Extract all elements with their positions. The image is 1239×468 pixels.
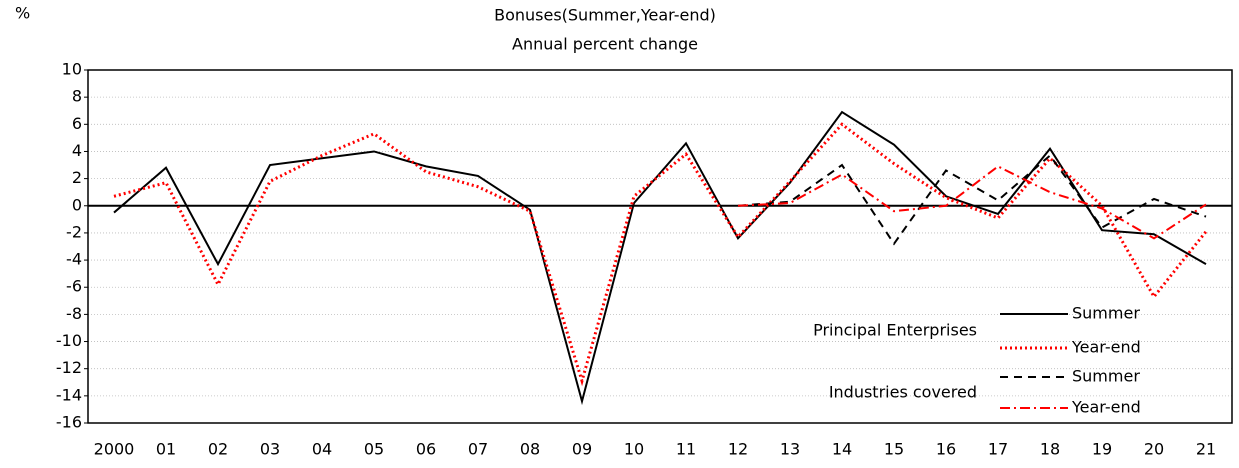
x-tick-label: 2000 (94, 440, 135, 459)
y-tick-label: 0 (72, 195, 82, 214)
legend-label: Year-end (1071, 398, 1141, 417)
y-tick-label: 10 (62, 60, 82, 79)
x-tick-label: 20 (1144, 440, 1164, 459)
x-tick-label: 19 (1092, 440, 1112, 459)
y-tick-label: 2 (72, 168, 82, 187)
y-tick-label: -4 (66, 250, 82, 269)
legend-label: Year-end (1071, 338, 1141, 357)
legend-label: Summer (1072, 304, 1140, 323)
y-tick-label: -14 (56, 385, 82, 404)
x-tick-label: 13 (780, 440, 800, 459)
y-tick-label: 6 (72, 114, 82, 133)
x-tick-label: 07 (468, 440, 488, 459)
x-tick-label: 06 (416, 440, 436, 459)
legend-group-label: Industries covered (829, 383, 977, 402)
y-tick-label: -12 (56, 358, 82, 377)
y-tick-label: -10 (56, 331, 82, 350)
x-tick-label: 03 (260, 440, 280, 459)
y-tick-label: -6 (66, 277, 82, 296)
series-line (113, 110, 1207, 406)
y-tick-label: -8 (66, 304, 82, 323)
x-tick-label: 21 (1196, 440, 1216, 459)
chart-title: Bonuses(Summer,Year-end) (494, 6, 716, 25)
chart-subtitle: Annual percent change (512, 35, 698, 54)
x-tick-label: 16 (936, 440, 956, 459)
x-tick-label: 01 (156, 440, 176, 459)
x-tick-label: 10 (624, 440, 644, 459)
x-tick-label: 12 (728, 440, 748, 459)
y-tick-label: 4 (72, 141, 82, 160)
x-tick-label: 02 (208, 440, 228, 459)
series-line (737, 165, 1207, 240)
y-tick-label: -2 (66, 222, 82, 241)
series-line (113, 122, 1208, 387)
x-tick-label: 04 (312, 440, 332, 459)
plot-frame (87, 69, 1233, 424)
x-tick-label: 11 (676, 440, 696, 459)
series-line (737, 154, 1207, 246)
y-tick-label: 8 (72, 87, 82, 106)
x-tick-label: 17 (988, 440, 1008, 459)
legend-group-label: Principal Enterprises (813, 321, 977, 340)
x-tick-label: 05 (364, 440, 384, 459)
y-tick-label: -16 (56, 413, 82, 432)
x-tick-label: 18 (1040, 440, 1060, 459)
x-tick-label: 14 (832, 440, 852, 459)
x-tick-label: 09 (572, 440, 592, 459)
legend-label: Summer (1072, 367, 1140, 386)
x-tick-label: 08 (520, 440, 540, 459)
y-axis-label: % (15, 4, 30, 23)
x-tick-label: 15 (884, 440, 904, 459)
